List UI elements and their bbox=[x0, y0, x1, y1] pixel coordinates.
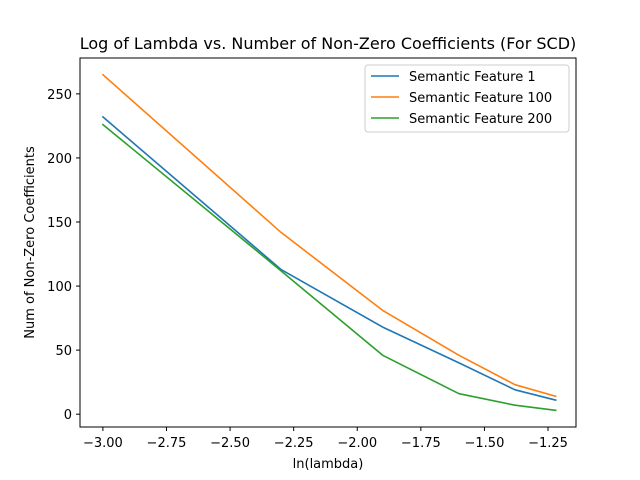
y-axis: 0 50 100 150 200 250 bbox=[47, 88, 80, 423]
x-tick-label-1: −2.75 bbox=[147, 436, 187, 451]
series-line-1 bbox=[101, 115, 557, 402]
legend-label-2: Semantic Feature 100 bbox=[409, 91, 552, 106]
plot-frame bbox=[79, 57, 577, 428]
x-tick-label-5: −1.75 bbox=[401, 436, 441, 451]
plot-area bbox=[79, 57, 577, 428]
y-tick-label-4: 200 bbox=[47, 152, 72, 167]
x-axis: −3.00 −2.75 −2.50 −2.25 −2.00 −1.75 −1.50 −1.25 bbox=[83, 427, 568, 451]
legend-label-3: Semantic Feature 200 bbox=[409, 112, 552, 127]
chart-title: Log of Lambda vs. Number of Non-Zero Coe… bbox=[80, 34, 577, 53]
legend-box bbox=[364, 64, 570, 133]
series-line-3 bbox=[101, 123, 557, 412]
y-tick-label-2: 100 bbox=[47, 280, 72, 295]
x-tick-label-4: −2.00 bbox=[337, 436, 377, 451]
series-line-2 bbox=[101, 73, 557, 398]
series-layer bbox=[101, 73, 557, 412]
y-tick-label-0: 0 bbox=[64, 408, 72, 423]
y-tick-label-5: 250 bbox=[47, 88, 72, 103]
legend: Semantic Feature 1 Semantic Feature 100 Se… bbox=[364, 64, 570, 133]
x-tick-label-0: −3.00 bbox=[83, 436, 123, 451]
legend-label-1: Semantic Feature 1 bbox=[409, 70, 536, 85]
x-tick-label-2: −2.50 bbox=[210, 436, 250, 451]
y-tick-label-1: 50 bbox=[55, 344, 72, 359]
x-tick-label-7: −1.25 bbox=[528, 436, 568, 451]
x-axis-label: ln(lambda) bbox=[293, 457, 364, 472]
y-axis-label: Num of Non-Zero Coefficients bbox=[23, 146, 38, 339]
y-tick-label-3: 150 bbox=[47, 216, 72, 231]
x-tick-label-6: −1.50 bbox=[465, 436, 505, 451]
x-tick-label-3: −2.25 bbox=[274, 436, 314, 451]
